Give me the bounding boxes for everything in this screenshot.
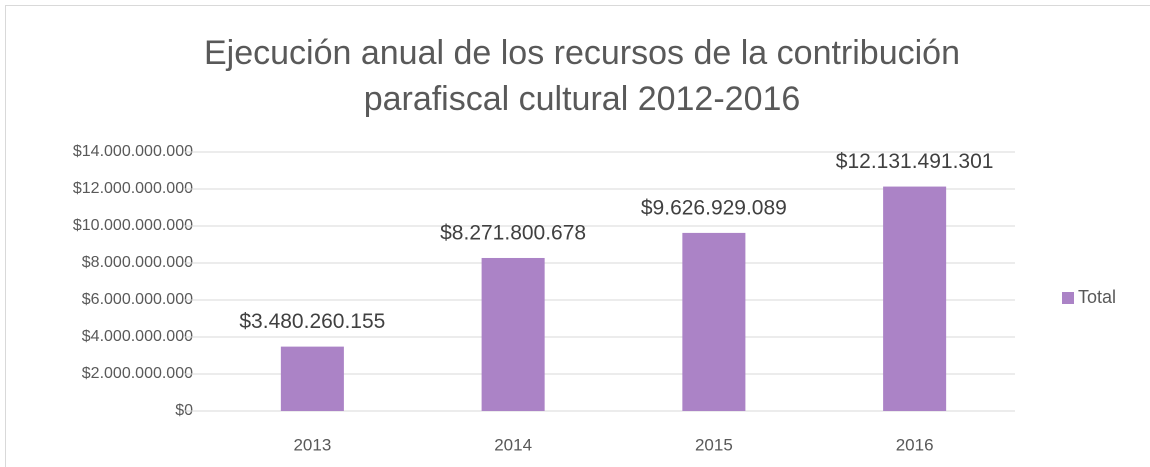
data-label: $9.626.929.089 — [641, 196, 787, 219]
y-tick-label: $4.000.000.000 — [82, 328, 193, 345]
bar — [682, 232, 746, 411]
y-tick-label: $6.000.000.000 — [82, 291, 193, 308]
y-tick-label: $14.000.000.000 — [73, 143, 193, 160]
x-tick-label: 2014 — [494, 435, 532, 454]
y-tick-label: $0 — [175, 402, 193, 419]
chart-title: Ejecución anual de los recursos de la co… — [203, 34, 960, 118]
data-label: $12.131.491.301 — [836, 150, 994, 173]
legend-label: Total — [1078, 287, 1116, 307]
chart-border — [5, 5, 1150, 467]
bar — [481, 257, 545, 411]
y-tick-label: $12.000.000.000 — [73, 180, 193, 197]
bar — [280, 346, 344, 411]
x-tick-label: 2015 — [695, 435, 733, 454]
y-tick-label: $2.000.000.000 — [82, 365, 193, 382]
x-tick-label: 2016 — [896, 435, 934, 454]
y-tick-label: $10.000.000.000 — [73, 217, 193, 234]
bar — [883, 186, 947, 411]
x-tick-label: 2013 — [293, 435, 331, 454]
legend-swatch — [1062, 292, 1074, 304]
data-label: $3.480.260.155 — [239, 310, 385, 333]
data-label: $8.271.800.678 — [440, 222, 586, 245]
y-tick-label: $8.000.000.000 — [82, 254, 193, 271]
